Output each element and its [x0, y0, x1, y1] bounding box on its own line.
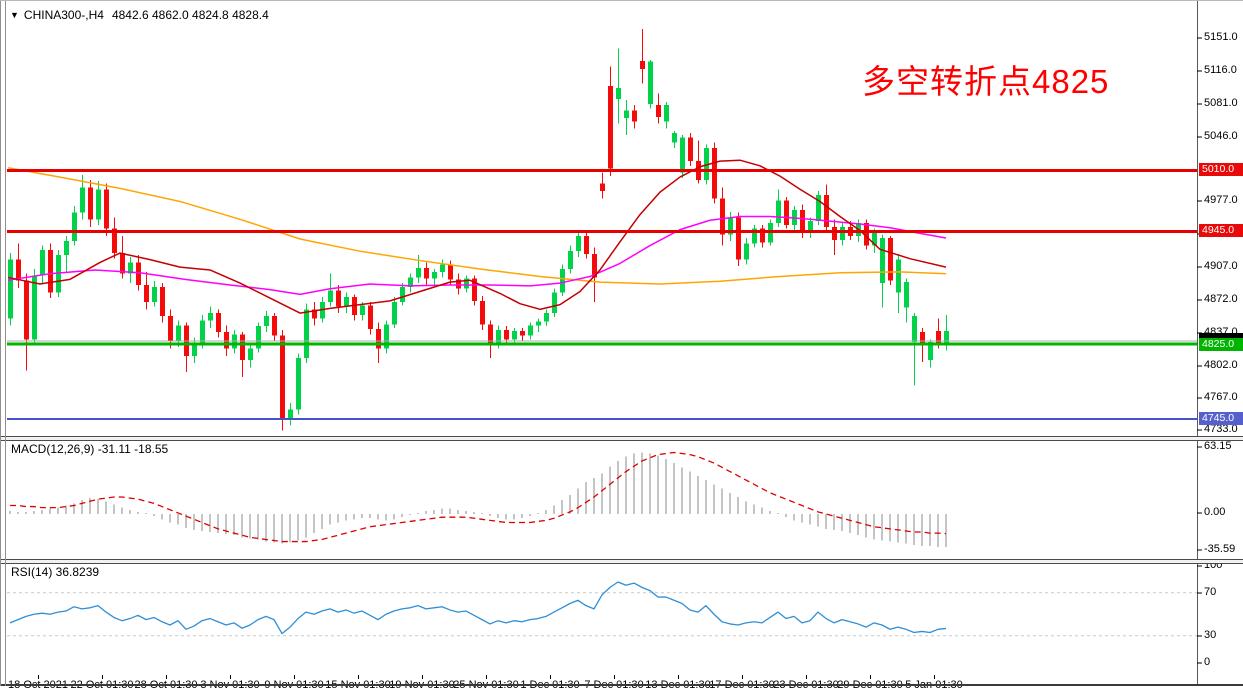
macd-label: MACD(12,26,9) -31.11 -18.55 [11, 442, 169, 456]
price-axis-label: 0 [1204, 656, 1211, 668]
window-bottom-frame [0, 684, 1243, 686]
candles [8, 28, 949, 431]
annotation-text[interactable]: 多空转折点4825 [862, 63, 1110, 100]
time-axis[interactable]: 18 Oct 202122 Oct 01:3028 Oct 01:303 Nov… [0, 672, 1197, 691]
price-axis-label: 4907.0 [1204, 260, 1238, 272]
ma-fast-red [7, 159, 947, 314]
resistance-badge-4945: 4945.0 [1199, 224, 1243, 237]
chart-left-border [5, 0, 6, 686]
panel-separator-macd[interactable] [0, 436, 1243, 441]
resistance-badge-5010: 5010.0 [1199, 163, 1243, 176]
window-left-frame [0, 0, 1, 686]
price-axis-label: 4733.0 [1204, 423, 1238, 435]
chart-title: ▼ CHINA300-,H4 4842.6 4862.0 4824.8 4828.4 [10, 8, 277, 22]
panel-separator-rsi[interactable] [0, 559, 1243, 564]
rsi-line [9, 581, 947, 635]
rsi-label: RSI(14) 36.8239 [11, 565, 100, 579]
price-axis-label: -35.59 [1204, 543, 1236, 555]
ma-mid-magenta [7, 215, 947, 296]
price-axis-label: 5151.0 [1204, 31, 1238, 43]
price-axis-label: 4872.0 [1204, 293, 1238, 305]
chevron-down-icon[interactable]: ▼ [10, 10, 19, 20]
price-axis[interactable]: 5151.05116.05081.05046.04977.04942.04907… [1198, 0, 1243, 684]
ohlc-values: 4842.6 4862.0 4824.8 4828.4 [111, 8, 269, 22]
symbol-period-label: CHINA300-,H4 [23, 8, 104, 22]
price-axis-label: 0.00 [1204, 506, 1226, 518]
price-axis-label: 70 [1204, 586, 1217, 598]
price-axis-label: 5046.0 [1204, 130, 1238, 142]
macd-histogram [9, 452, 947, 547]
price-axis-label: 4977.0 [1204, 194, 1238, 206]
price-axis-label: 4767.0 [1204, 391, 1238, 403]
price-axis-label: 5081.0 [1204, 97, 1238, 109]
macd-signal-line [10, 451, 947, 543]
ma-slow-orange [7, 166, 947, 285]
price-axis-label: 5116.0 [1204, 64, 1237, 76]
support-badge-4745: 4745.0 [1199, 412, 1243, 425]
price-axis-label: 4802.0 [1204, 359, 1238, 371]
window-top-frame [0, 0, 1243, 1]
price-axis-label: 30 [1204, 629, 1217, 641]
support-badge-4825: 4825.0 [1199, 338, 1243, 351]
price-axis-label: 63.15 [1204, 440, 1232, 452]
